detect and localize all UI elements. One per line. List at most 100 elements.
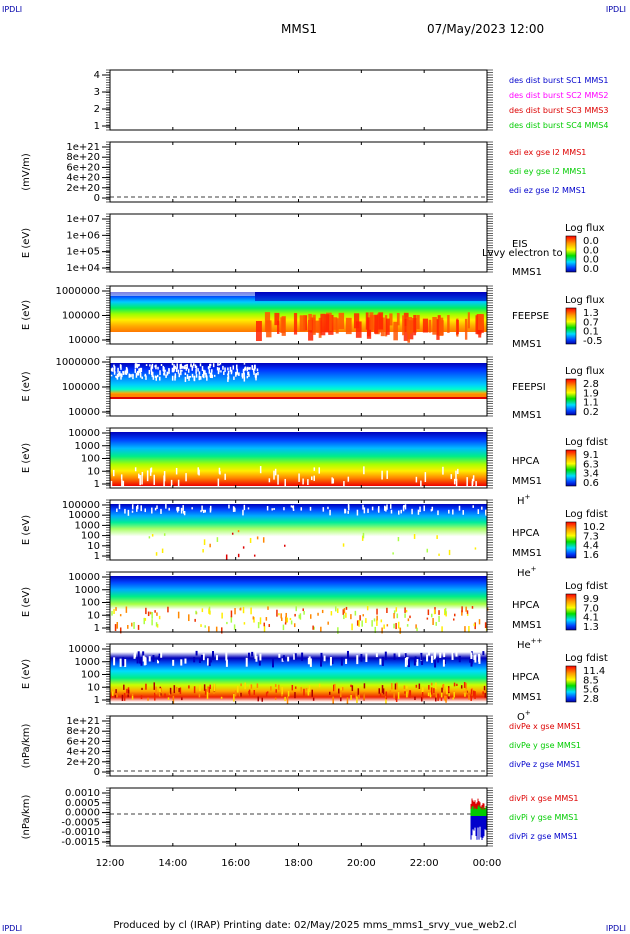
hpca_he-ytick: 10 — [87, 541, 100, 552]
panel-feepse — [110, 292, 487, 343]
hpca_he2-colorbar-value: 9.9 — [583, 594, 599, 605]
divpe-legend-1: divPe x gse MMS1 — [509, 722, 581, 731]
hpca_he2-colorbar-value: 1.3 — [583, 622, 599, 633]
eis-colorbar-value: 0.0 — [583, 245, 599, 256]
corner-label-bottom-left: IPDLI — [2, 924, 23, 933]
divpe-legend-2: divPe y gse MMS1 — [509, 741, 581, 750]
hpca_he2-colorbar-title: Log fdist — [565, 581, 608, 592]
divpe-ytick: 2e+20 — [66, 757, 100, 768]
hpca_o-colorbar-value: 5.6 — [583, 685, 599, 696]
edi-ytick: 4e+20 — [66, 173, 100, 184]
hpca_o-ytick: 100 — [81, 670, 100, 681]
hpca_he-side-label-1: HPCA — [512, 528, 540, 539]
feepse-side-label-2: MMS1 — [512, 339, 542, 350]
datetime-title: 07/May/2023 12:00 — [427, 22, 545, 36]
dist-legend-2: des dist burst SC2 MMS2 — [509, 91, 608, 100]
feepsi-colorbar-value: 1.1 — [583, 398, 599, 409]
divpi-frame — [109, 787, 488, 847]
hpca_h-ylabel: E (eV) — [21, 443, 32, 473]
feepse-colorbar-value: 0.1 — [583, 327, 599, 338]
hpca_he-species: He+ — [517, 565, 537, 579]
feepse-colorbar — [565, 307, 577, 345]
hpca_he-colorbar-value: 10.2 — [583, 522, 605, 533]
hpca_h-side-label-2: MMS1 — [512, 476, 542, 487]
hpca_he-colorbar-value: 7.3 — [583, 531, 599, 542]
hpca_he-spectrogram — [110, 504, 487, 558]
hpca_he2-ytick: 1 — [94, 623, 100, 634]
hpca_h-side-label-1: HPCA — [512, 456, 540, 467]
feepsi-colorbar-value: 0.2 — [583, 407, 599, 418]
hpca_he2-ytick: 100 — [81, 598, 100, 609]
eis-overlay-label: Lvvy electron to — [482, 248, 563, 259]
footer-text: Produced by cl (IRAP) Printing date: 02/… — [113, 920, 517, 931]
feepsi-colorbar-value: 1.9 — [583, 388, 599, 399]
hpca_he-colorbar-title: Log fdist — [565, 509, 608, 520]
hpca_he2-colorbar-value: 4.1 — [583, 613, 599, 624]
feepsi-ylabel: E (eV) — [21, 371, 32, 401]
divpe-ytick: 4e+20 — [66, 747, 100, 758]
dist-ytick: 2 — [94, 104, 100, 115]
time-tick-label: 00:00 — [473, 858, 502, 869]
divpe-ylabel: (nPa/km) — [21, 724, 32, 769]
edi-legend-2: edi ey gse l2 MMS1 — [509, 167, 587, 176]
divpi-legend-3: divPi z gse MMS1 — [509, 832, 578, 841]
feepsi-colorbar — [565, 378, 577, 416]
eis-ytick: 1e+07 — [66, 214, 100, 225]
time-tick-label: 20:00 — [347, 858, 376, 869]
divpi-data-burst — [470, 798, 487, 840]
divpi-ylabel: (nPa/km) — [21, 795, 32, 840]
eis-colorbar-value: 0.0 — [583, 264, 599, 275]
hpca_he2-spectrogram — [110, 576, 487, 630]
time-tick-label: 22:00 — [410, 858, 439, 869]
panel-hpca_he2 — [110, 576, 489, 634]
hpca_o-side-label-1: HPCA — [512, 672, 540, 683]
hpca_h-ytick: 10 — [87, 466, 100, 477]
edi-ytick: 1e+21 — [66, 142, 100, 153]
feepse-side-label-1: FEEPSE — [512, 311, 549, 322]
panel-hpca_o — [110, 650, 487, 705]
hpca_o-ytick: 10000 — [68, 644, 100, 655]
hpca_o-colorbar-value: 8.5 — [583, 675, 599, 686]
corner-label-bottom-right: IPDLI — [605, 924, 626, 933]
eis-colorbar — [565, 235, 577, 273]
eis-side-label-2: MMS1 — [512, 267, 542, 278]
hpca_he2-ylabel: E (eV) — [21, 587, 32, 617]
hpca_h-colorbar-title: Log fdist — [565, 437, 608, 448]
hpca_o-species: O+ — [517, 709, 531, 723]
panel-hpca_he — [110, 504, 487, 560]
feepsi-colorbar-value: 2.8 — [583, 379, 599, 390]
edi-ytick: 8e+20 — [66, 152, 100, 163]
hpca_o-ylabel: E (eV) — [21, 659, 32, 689]
hpca_he-ylabel: E (eV) — [21, 515, 32, 545]
divpi-ytick: -0.0010 — [61, 827, 100, 838]
hpca_he2-ytick: 10 — [87, 610, 100, 621]
divpi-ytick: 0.0000 — [65, 808, 100, 819]
divpe-ytick: 8e+20 — [66, 726, 100, 737]
feepsi-colorbar-title: Log flux — [565, 366, 605, 377]
corner-label-top-right: IPDLI — [605, 5, 626, 14]
eis-ylabel: E (eV) — [21, 228, 32, 258]
divpi-ytick: 0.0005 — [65, 798, 100, 809]
hpca_h-ytick: 1 — [94, 479, 100, 490]
spacecraft-title: MMS1 — [281, 22, 317, 36]
hpca_he2-side-label-1: HPCA — [512, 600, 540, 611]
dist-legend-4: des dist burst SC4 MMS4 — [509, 121, 608, 130]
time-tick-label: 14:00 — [158, 858, 187, 869]
hpca_o-ytick: 1000 — [75, 657, 100, 668]
hpca_he2-colorbar — [565, 593, 577, 631]
feepsi-side-label-1: FEEPSI — [512, 382, 546, 393]
hpca_he-ytick: 10000 — [68, 510, 100, 521]
hpca_o-ytick: 10 — [87, 682, 100, 693]
panel-stack: 12:00 14:00 16:00 18:00 20:00 22:00 00:00 4 3 2 1 d… — [21, 69, 608, 869]
eis-ytick: 1e+04 — [66, 263, 100, 274]
hpca_o-side-label-2: MMS1 — [512, 692, 542, 703]
hpca_o-colorbar-title: Log fdist — [565, 653, 608, 664]
hpca_h-colorbar-value: 3.4 — [583, 469, 599, 480]
hpca_he2-ytick: 10000 — [68, 572, 100, 583]
eis-colorbar-value: 0.0 — [583, 255, 599, 266]
dist-ytick: 3 — [94, 87, 100, 98]
divpe-ytick: 0 — [94, 767, 100, 778]
divpi-legend-1: divPi x gse MMS1 — [509, 794, 578, 803]
eis-frame — [109, 213, 488, 273]
divpe-ytick: 6e+20 — [66, 736, 100, 747]
